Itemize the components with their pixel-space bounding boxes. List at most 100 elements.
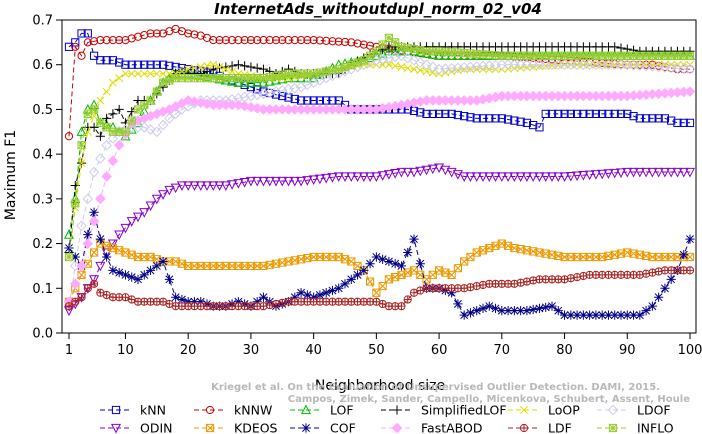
data-point xyxy=(107,155,119,167)
legend-swatch-marker xyxy=(110,423,122,434)
data-point xyxy=(139,270,149,280)
data-point xyxy=(528,304,538,315)
data-point xyxy=(603,310,614,320)
data-point xyxy=(378,281,387,291)
data-point xyxy=(628,167,639,178)
data-point xyxy=(296,288,306,298)
data-point xyxy=(666,274,676,284)
data-point xyxy=(383,52,395,64)
data-point xyxy=(176,181,187,191)
data-point xyxy=(95,193,106,205)
data-point xyxy=(114,104,124,115)
data-point xyxy=(302,176,313,186)
data-point xyxy=(184,29,193,38)
x-tick-label: 60 xyxy=(431,343,448,358)
data-point xyxy=(378,60,387,69)
data-point xyxy=(159,69,168,78)
data-point xyxy=(127,60,136,69)
data-point xyxy=(289,82,301,94)
data-point xyxy=(126,217,137,227)
data-point xyxy=(102,113,112,123)
data-point xyxy=(251,89,263,101)
data-point xyxy=(251,103,263,114)
data-point xyxy=(460,112,469,121)
data-point xyxy=(397,62,406,71)
data-point xyxy=(146,69,155,78)
data-point xyxy=(427,61,439,73)
data-point xyxy=(452,170,463,180)
data-point xyxy=(258,176,269,187)
data-point xyxy=(189,297,200,307)
data-point xyxy=(534,303,545,314)
y-tick-label: 0.6 xyxy=(32,58,53,73)
data-point xyxy=(140,100,149,110)
data-point xyxy=(76,126,87,136)
data-point xyxy=(378,40,387,49)
legend-swatch-marker xyxy=(205,405,215,415)
data-point xyxy=(278,70,287,79)
data-point xyxy=(365,172,376,182)
data-point xyxy=(264,87,276,98)
data-point xyxy=(672,167,683,178)
data-point xyxy=(151,126,163,138)
data-point xyxy=(133,105,143,114)
data-point xyxy=(634,167,645,178)
data-point xyxy=(559,172,570,182)
data-point xyxy=(290,94,299,104)
data-point xyxy=(83,38,92,47)
data-point xyxy=(359,56,368,65)
data-point xyxy=(209,60,218,69)
y-tick-label: 0.2 xyxy=(32,237,53,252)
data-point xyxy=(314,174,325,185)
data-point xyxy=(88,166,100,178)
data-point xyxy=(121,293,130,301)
data-point xyxy=(95,234,105,244)
data-point xyxy=(321,173,332,184)
data-point xyxy=(578,171,589,181)
series-line-inflo xyxy=(68,37,690,258)
legend-label: INFLO xyxy=(637,421,674,434)
data-point xyxy=(560,275,569,284)
data-point xyxy=(635,114,644,123)
data-point xyxy=(127,272,137,282)
data-point xyxy=(209,36,218,45)
data-point xyxy=(309,96,318,105)
data-point xyxy=(170,108,181,120)
data-point xyxy=(71,199,80,208)
data-point xyxy=(170,183,181,194)
data-point xyxy=(76,260,87,272)
data-point xyxy=(453,264,463,273)
data-point xyxy=(133,274,143,284)
data-point xyxy=(389,51,401,63)
data-point xyxy=(152,69,161,78)
data-point xyxy=(132,212,144,223)
data-point xyxy=(415,259,425,269)
data-point xyxy=(648,268,657,277)
data-point xyxy=(390,169,401,179)
data-point xyxy=(245,101,257,113)
data-point xyxy=(246,62,256,72)
axes: 1 10 20 30 40 50 60 70 80 90 100 0.0 0.1 0.2 0.3 0.4 0.5… xyxy=(32,14,702,359)
data-point xyxy=(108,56,118,65)
data-point xyxy=(271,299,281,309)
data-point xyxy=(541,302,551,312)
data-point xyxy=(221,62,231,72)
data-point xyxy=(383,45,394,56)
data-point xyxy=(328,37,337,46)
data-point xyxy=(309,292,319,302)
data-point xyxy=(96,118,105,127)
data-point xyxy=(579,271,588,281)
data-point xyxy=(503,115,513,124)
data-point xyxy=(684,86,696,97)
data-point xyxy=(377,171,388,181)
data-point xyxy=(529,276,538,285)
x-tick-label: 1 xyxy=(65,343,73,358)
data-point xyxy=(89,105,99,114)
data-point xyxy=(560,109,569,119)
data-point xyxy=(189,181,200,191)
data-point xyxy=(334,96,343,105)
data-point xyxy=(591,109,601,119)
data-point xyxy=(590,170,601,180)
data-point xyxy=(133,60,143,69)
data-point xyxy=(96,36,105,45)
